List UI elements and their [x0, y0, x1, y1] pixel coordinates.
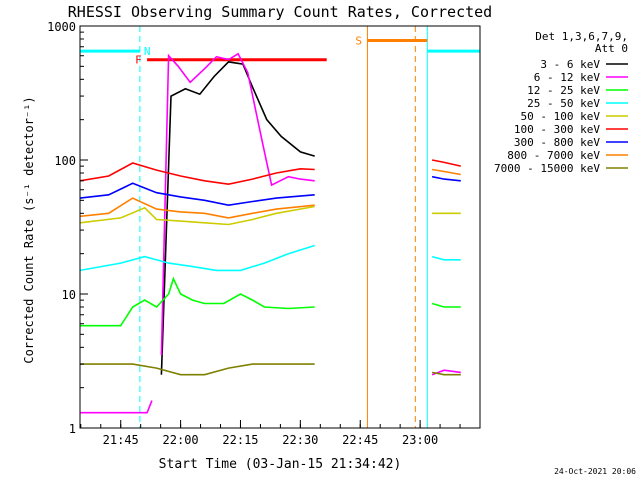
- legend-label: 3 - 6 keV: [540, 58, 600, 71]
- series-line: [160, 61, 315, 375]
- series-line: [431, 255, 461, 261]
- x-tick-label: 22:15: [222, 433, 258, 447]
- legend-label: 12 - 25 keV: [527, 84, 600, 97]
- series-line: [431, 175, 461, 182]
- legend-label: 50 - 100 keV: [521, 110, 601, 123]
- series-line: [80, 363, 315, 376]
- x-axis-label: Start Time (03-Jan-15 21:34:42): [159, 457, 402, 472]
- x-tick-label: 22:00: [163, 433, 199, 447]
- series-line: [431, 168, 461, 176]
- series-line: [431, 302, 461, 308]
- plot-layer: [79, 26, 481, 428]
- legend-label: 800 - 7000 keV: [507, 149, 600, 162]
- footer-date: 24-Oct-2021 20:06: [554, 467, 636, 476]
- legend-label: 6 - 12 keV: [534, 71, 601, 84]
- x-tick-label: 23:00: [402, 433, 438, 447]
- series-line: [431, 371, 461, 376]
- y-axis-label: Corrected Count Rate (s⁻¹ detector⁻¹): [22, 96, 36, 363]
- flag-label: N: [144, 45, 151, 58]
- x-tick-label: 22:30: [282, 433, 318, 447]
- legend-label: 100 - 300 keV: [514, 123, 600, 136]
- series-line: [79, 182, 315, 207]
- legend-label: 25 - 50 keV: [527, 97, 600, 110]
- y-tick-label: 100: [54, 154, 76, 168]
- series-line: [79, 197, 315, 219]
- y-tick-label: 1: [69, 422, 76, 436]
- legend-header-line-1: Det 1,3,6,7,9,: [535, 30, 628, 43]
- flag-label: S: [355, 34, 362, 47]
- series-line: [80, 400, 153, 414]
- series-line: [79, 162, 315, 186]
- legend-label: 300 - 800 keV: [514, 136, 600, 149]
- series-line: [79, 244, 315, 272]
- legend-header-line-2: Att 0: [595, 42, 628, 55]
- series-line: [80, 276, 315, 327]
- x-tick-label: 21:45: [103, 433, 139, 447]
- flag-label: F: [135, 54, 142, 67]
- legend-label: 7000 - 15000 keV: [494, 162, 600, 175]
- chart-title: RHESSI Observing Summary Count Rates, Co…: [68, 3, 492, 21]
- x-tick-label: 22:45: [342, 433, 378, 447]
- series-line: [160, 52, 315, 356]
- y-tick-label: 10: [62, 288, 76, 302]
- axis-layer: 21:45 22:00 22:15 22:30 22:45 23:00 1 10 100 1000…: [47, 20, 481, 447]
- series-line: [431, 159, 461, 167]
- series-line: [79, 205, 315, 226]
- y-tick-label: 1000: [47, 20, 76, 34]
